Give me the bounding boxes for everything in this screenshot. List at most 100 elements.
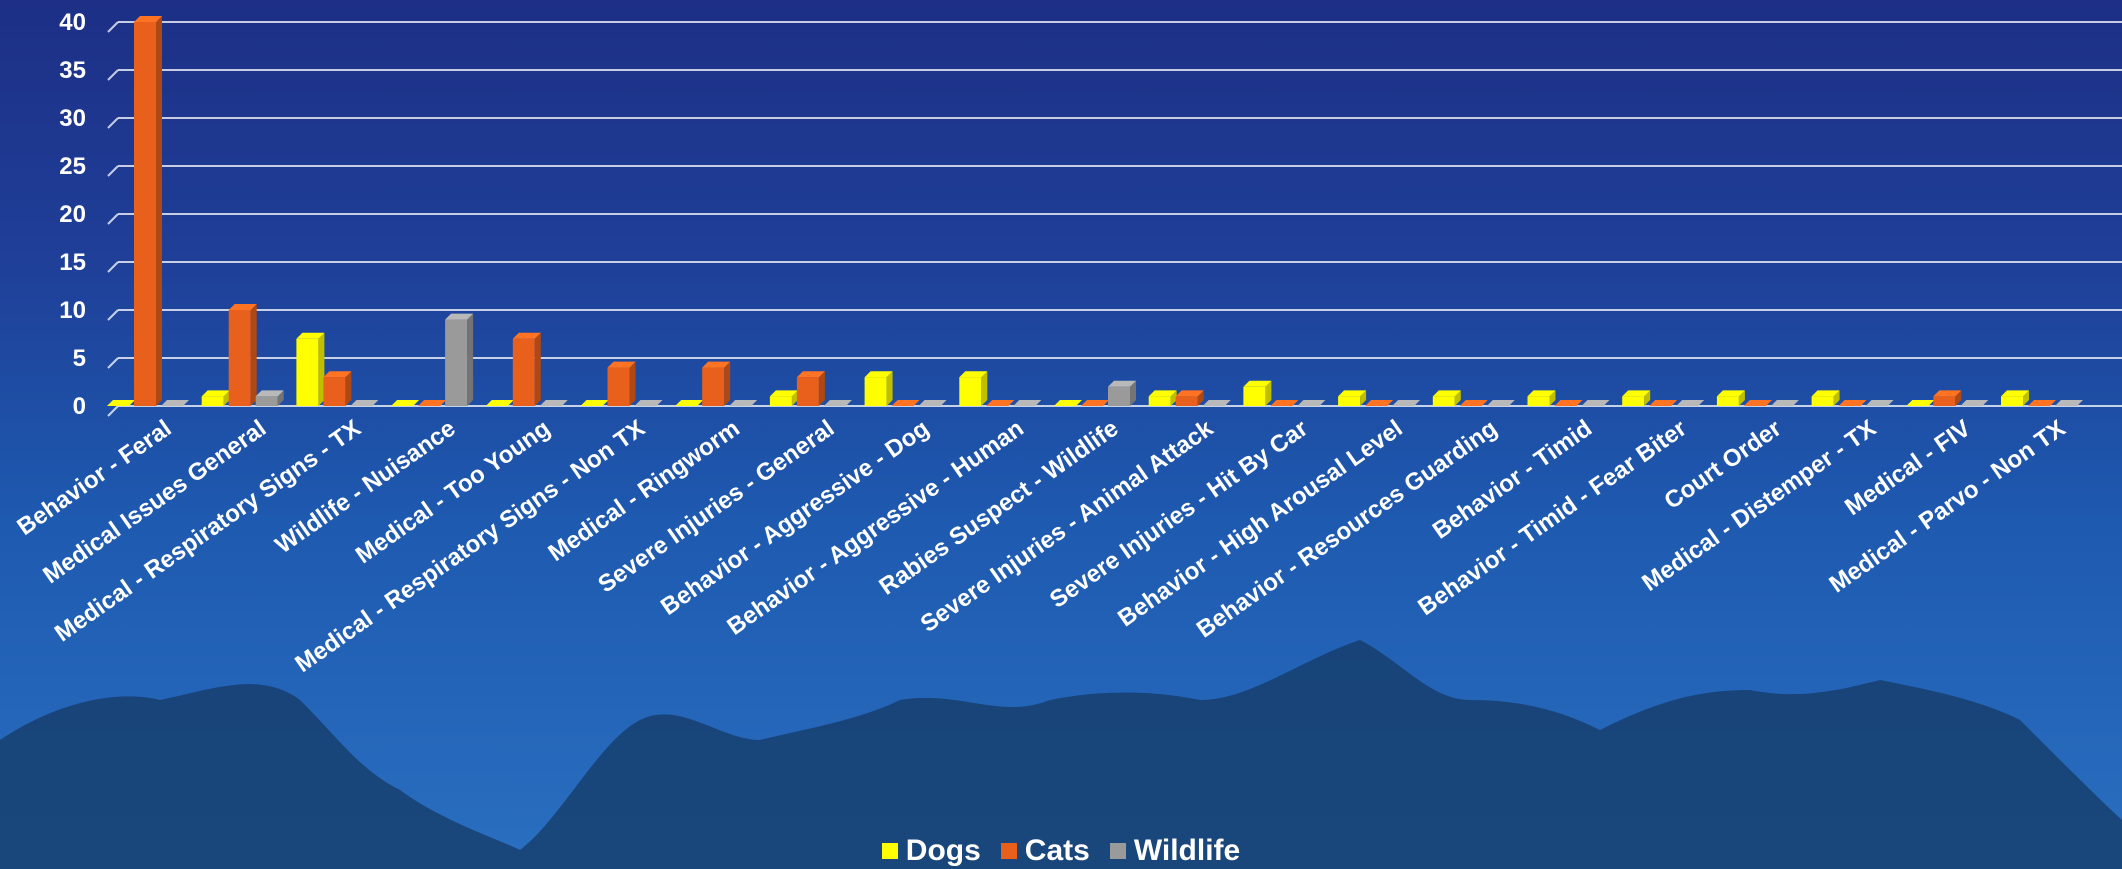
bar-dogs-0	[107, 400, 135, 406]
bar-dogs-5	[580, 400, 609, 406]
gridline-depth	[107, 165, 119, 177]
bar-cats-16	[1649, 400, 1678, 406]
bar-cats-4	[512, 332, 541, 406]
legend-swatch-dogs	[881, 843, 898, 859]
bar-cats-17	[1743, 400, 1772, 406]
y-tick-label: 35	[59, 57, 86, 84]
bar-wildlife-2	[350, 400, 379, 406]
bar-wildlife-12	[1297, 400, 1326, 406]
bar-dogs-15	[1527, 390, 1556, 406]
bar-dogs-1	[201, 390, 230, 406]
bar-cats-2	[323, 371, 352, 406]
y-tick-label: 20	[59, 201, 86, 228]
bar-wildlife-13	[1392, 400, 1421, 406]
gridline-depth	[107, 405, 119, 417]
gridlines	[107, 21, 2122, 417]
bar-dogs-8	[864, 371, 893, 406]
bar-wildlife-18	[1865, 400, 1894, 406]
bar-wildlife-16	[1676, 400, 1705, 406]
legend-label-wildlife: Wildlife	[1133, 834, 1241, 867]
bar-dogs-6	[675, 400, 704, 406]
bar-dogs-11	[1148, 390, 1177, 406]
bar-cats-6	[702, 361, 731, 406]
legend-swatch-cats	[1000, 843, 1017, 859]
x-tick-label: Behavior - Timid	[1428, 415, 1597, 545]
legend-item-wildlife: Wildlife	[1109, 834, 1241, 868]
bar-cats-9	[986, 400, 1015, 406]
bar-wildlife-9	[1013, 400, 1042, 406]
bar-wildlife-20	[2055, 400, 2083, 406]
legend-item-dogs: Dogs	[881, 834, 981, 868]
gridline-depth	[107, 69, 119, 81]
bar-cats-7	[796, 371, 825, 406]
bar-cats-5	[607, 361, 636, 406]
bar-dogs-3	[391, 400, 420, 406]
bar-dogs-9	[959, 371, 988, 406]
legend: Dogs Cats Wildlife	[0, 834, 2122, 868]
bar-wildlife-14	[1486, 400, 1515, 406]
bar-wildlife-11	[1202, 400, 1231, 406]
bar-cats-0	[134, 16, 162, 406]
gridline-depth	[107, 117, 119, 129]
bar-cats-15	[1554, 400, 1583, 406]
background-mountains	[0, 640, 2122, 869]
bar-cats-8	[891, 400, 920, 406]
bar-wildlife-10	[1108, 380, 1136, 406]
bar-cats-11	[1175, 390, 1204, 406]
gridline-depth	[107, 261, 119, 273]
bar-wildlife-8	[918, 400, 947, 406]
bar-wildlife-6	[729, 400, 758, 406]
gridline-depth	[107, 357, 119, 369]
bar-cats-3	[418, 400, 447, 406]
bar-cats-13	[1365, 400, 1394, 406]
bar-wildlife-4	[539, 400, 568, 406]
bar-dogs-19	[1906, 400, 1935, 406]
y-tick-label: 5	[73, 345, 86, 372]
bar-wildlife-19	[1960, 400, 1989, 406]
bar-dogs-4	[485, 400, 514, 406]
bar-cats-20	[2028, 400, 2056, 406]
bar-dogs-13	[1338, 390, 1367, 406]
bar-cats-19	[1933, 390, 1962, 406]
y-tick-label: 25	[59, 153, 86, 180]
bar-dogs-17	[1716, 390, 1745, 406]
bar-cats-14	[1459, 400, 1488, 406]
x-tick-label: Behavior - Feral	[12, 415, 176, 541]
bar-cats-1	[228, 304, 257, 406]
legend-item-cats: Cats	[1000, 834, 1090, 868]
bar-cats-12	[1270, 400, 1299, 406]
bar-wildlife-1	[255, 390, 284, 406]
bar-dogs-2	[296, 332, 325, 406]
bar-wildlife-3	[445, 313, 474, 406]
bar-dogs-14	[1432, 390, 1461, 406]
y-tick-label: 10	[59, 297, 86, 324]
bar-cats-18	[1838, 400, 1867, 406]
y-tick-label: 30	[59, 105, 86, 132]
gridline-depth	[107, 213, 119, 225]
bar-wildlife-15	[1581, 400, 1610, 406]
bar-dogs-10	[1054, 400, 1082, 406]
bar-wildlife-7	[823, 400, 852, 406]
gridline-depth	[107, 309, 119, 321]
y-tick-label: 15	[59, 249, 86, 276]
bar-wildlife-17	[1770, 400, 1799, 406]
bar-dogs-18	[1811, 390, 1840, 406]
bar-dogs-12	[1243, 380, 1272, 406]
bar-dogs-7	[769, 390, 798, 406]
gridline-depth	[107, 21, 119, 33]
bars	[107, 16, 2083, 406]
legend-label-cats: Cats	[1024, 834, 1090, 867]
legend-label-dogs: Dogs	[905, 834, 981, 867]
bar-cats-10	[1081, 400, 1109, 406]
bar-dogs-20	[2001, 390, 2029, 406]
y-axis-ticks: 0 5 10 15 20 25 30 35 40	[59, 9, 86, 420]
bar-wildlife-5	[634, 400, 663, 406]
bar-dogs-16	[1622, 390, 1651, 406]
y-tick-label: 40	[59, 9, 86, 36]
y-tick-label: 0	[73, 393, 86, 420]
bar-wildlife-0	[161, 400, 189, 406]
legend-swatch-wildlife	[1109, 843, 1126, 859]
x-tick-label: Medical - Respiratory Signs - Non TX	[290, 415, 650, 678]
